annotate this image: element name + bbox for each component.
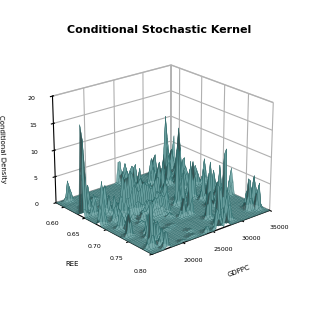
X-axis label: GDPPC: GDPPC — [227, 264, 251, 278]
Title: Conditional Stochastic Kernel: Conditional Stochastic Kernel — [67, 25, 251, 35]
Y-axis label: REE: REE — [65, 261, 78, 267]
